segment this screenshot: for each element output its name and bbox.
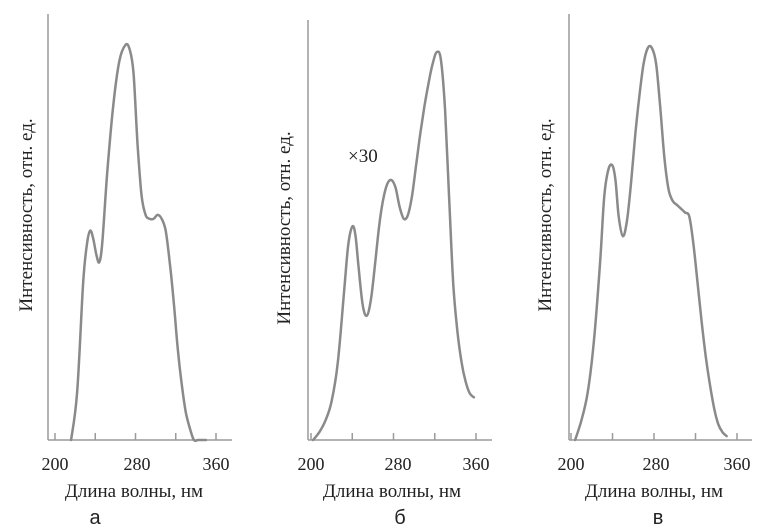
panel-c: 200 280 360 Длина волны, нм Интенсивност… [535, 14, 752, 529]
y-axis-label: Интенсивность, отн. ед. [274, 131, 295, 324]
panel-label: б [394, 507, 405, 529]
panel-label: а [89, 507, 101, 529]
x-tick-label: 280 [643, 454, 670, 474]
scale-annotation: ×30 [348, 146, 378, 167]
y-axis-label: Интенсивность, отн. ед. [16, 118, 37, 311]
panel-a: 200 280 360 Длина волны, нм Интенсивност… [16, 14, 232, 529]
x-tick-label: 360 [203, 454, 230, 474]
x-tick-marks [570, 433, 738, 440]
x-tick-marks [310, 433, 477, 440]
x-tick-label: 200 [42, 454, 69, 474]
x-tick-label: 280 [124, 454, 151, 474]
x-axis-label: Длина волны, нм [585, 481, 723, 502]
panel-label: в [653, 507, 664, 529]
panel-b: 200 280 360 Длина волны, нм Интенсивност… [274, 20, 492, 529]
x-tick-label: 200 [558, 454, 585, 474]
spectrum-line [573, 44, 728, 442]
x-tick-label: 360 [463, 454, 490, 474]
x-tick-label: 200 [298, 454, 325, 474]
spectrum-line [69, 42, 208, 443]
spectrum-line [311, 50, 476, 442]
x-tick-label: 360 [724, 454, 751, 474]
x-tick-marks [54, 433, 217, 440]
x-axis-label: Длина волны, нм [65, 481, 203, 502]
x-tick-label: 280 [385, 454, 412, 474]
x-axis-label: Длина волны, нм [323, 481, 461, 502]
y-axis-label: Интенсивность, отн. ед. [535, 118, 556, 311]
